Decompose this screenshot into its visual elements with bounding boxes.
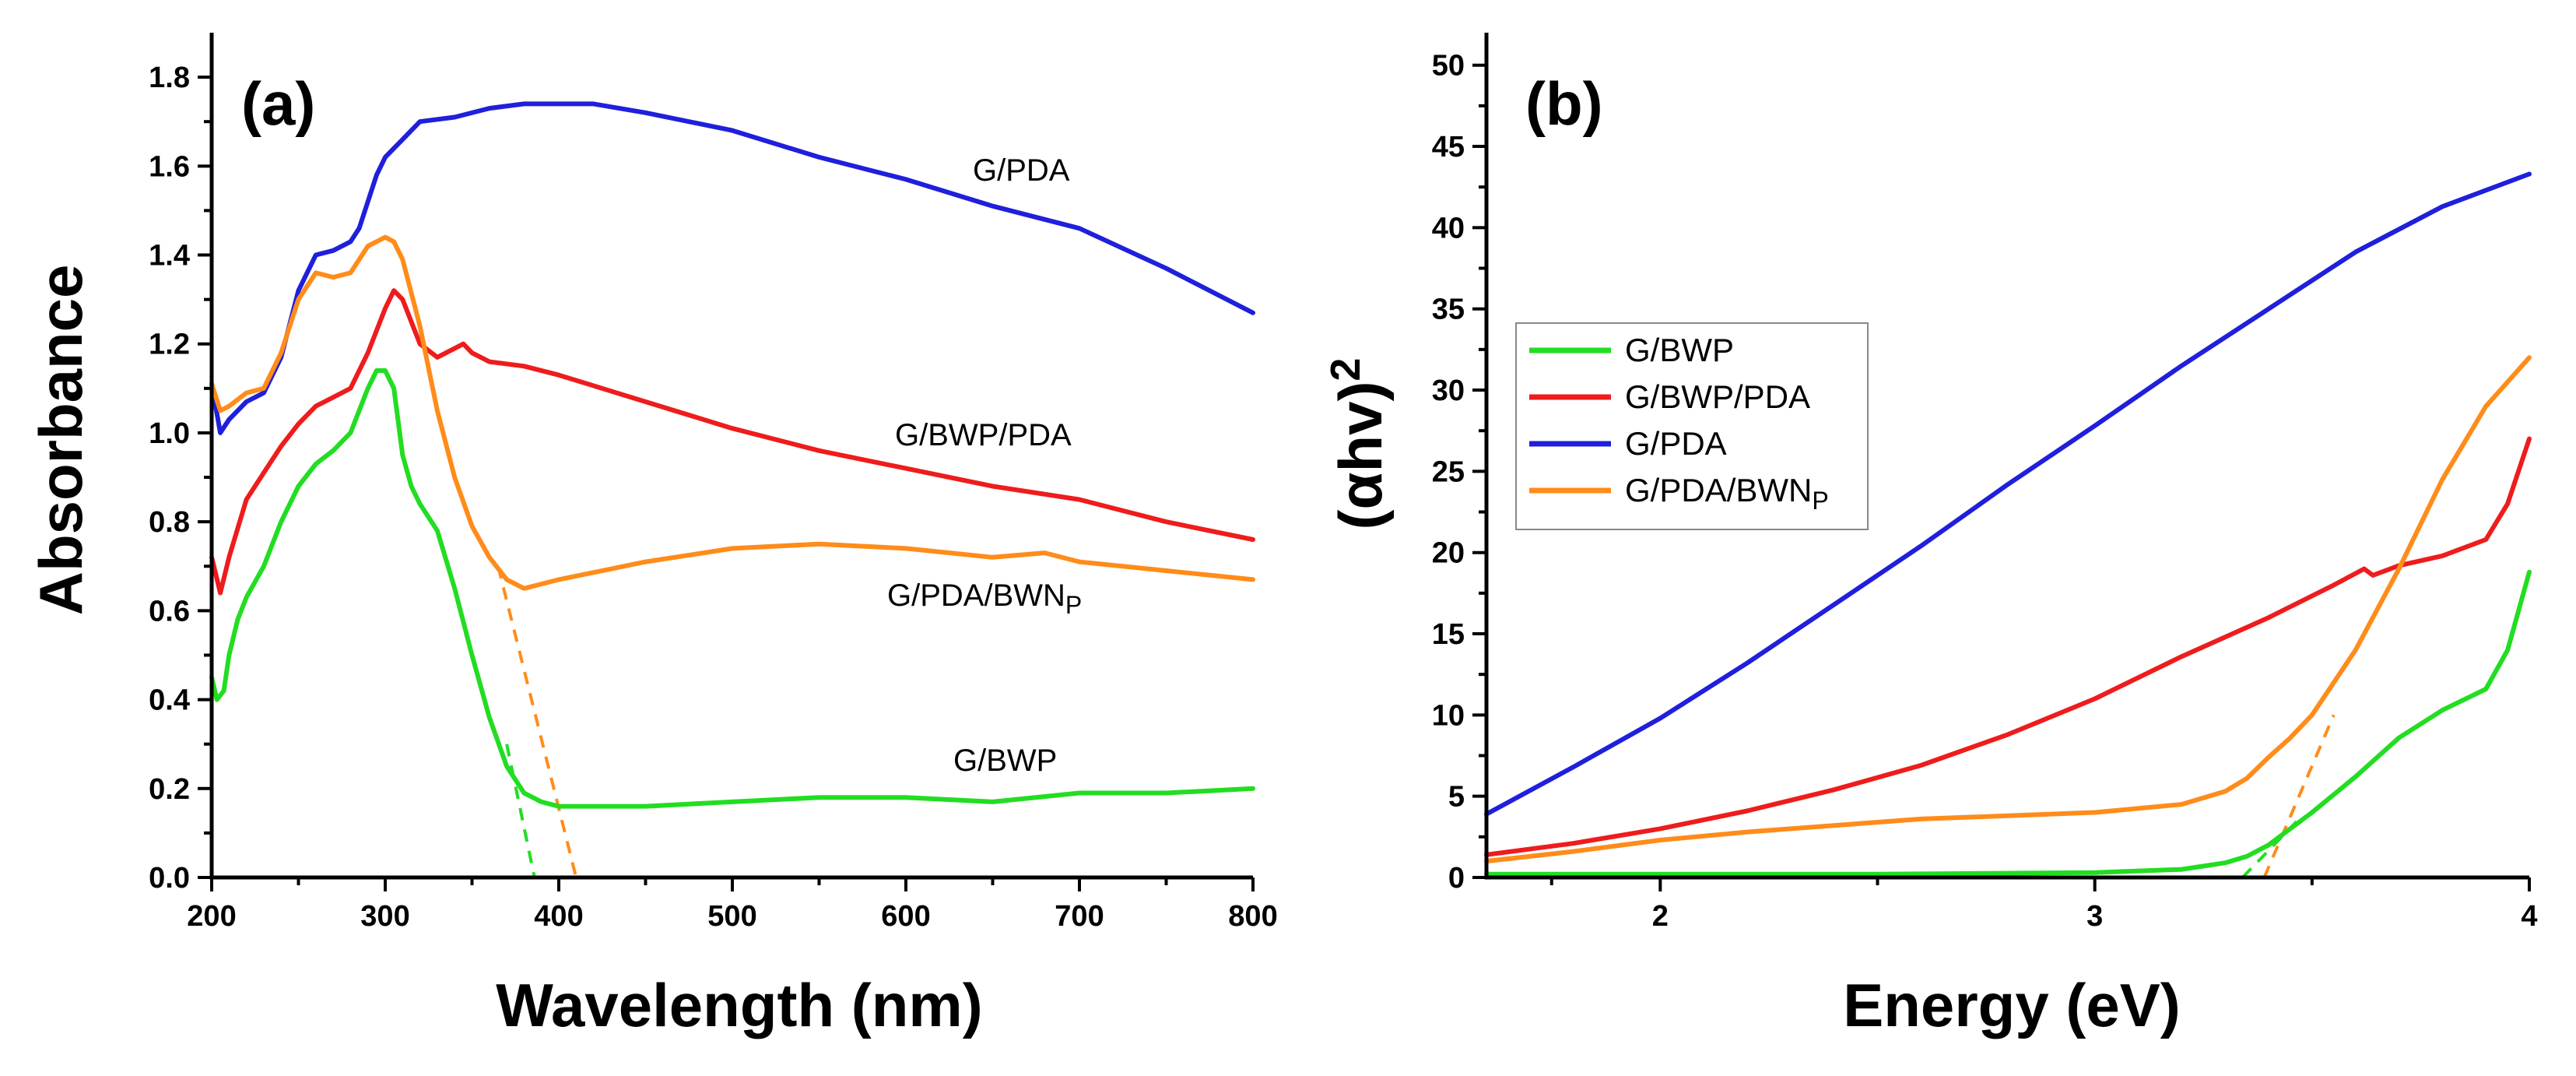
panel-b-y-tick-label: 35 <box>1432 294 1465 326</box>
legend-label-g-bwp-pda: G/BWP/PDA <box>1625 378 1810 415</box>
panel-a-y-tick-label: 1.6 <box>149 150 190 183</box>
panel-a-y-tick-label: 0.6 <box>149 595 190 628</box>
panel-a-x-tick-label: 200 <box>187 900 236 933</box>
panel-a-y-tick-label: 0.2 <box>149 773 190 806</box>
panel-a-label-g-bwp: G/BWP <box>953 744 1057 778</box>
panel-b-y-tick-label: 25 <box>1432 455 1465 488</box>
legend-label-g-pda-bwnp: G/PDA/BWNP <box>1625 472 1829 515</box>
panel-a-line-g-bwp-pda <box>209 288 1255 596</box>
panel-b-y-tick-label: 15 <box>1432 618 1465 651</box>
panel-a-series-group <box>209 101 1255 878</box>
panel-b-line-g-bwp <box>1484 569 2532 877</box>
panel-a-label-g-pda-bwnp-main: G/PDA/BWN <box>887 578 1065 613</box>
panel-a-label-g-pda-bwnp: G/PDA/BWNP <box>887 578 1082 619</box>
panel-b-series-group <box>1484 171 2532 879</box>
panel-b-line-g-pda-bwnp <box>1484 355 2532 864</box>
panel-b-line-g-pda <box>1484 171 2532 817</box>
panel-b-y-tick-label: 5 <box>1448 781 1465 814</box>
panel-b-y-axis-title-main: (αhv) <box>1326 382 1395 530</box>
panel-a-y-tick-label: 1.2 <box>149 329 190 361</box>
panel-a-y-axis-title: Absorbance <box>26 265 95 616</box>
panel-a-x-tick-label: 700 <box>1055 900 1104 933</box>
panel-a-line-g-bwp <box>209 368 1255 809</box>
panel-b-line-g-bwp-pda <box>1484 436 2532 857</box>
legend-label-g-pda-bwnp-sub: P <box>1812 487 1828 515</box>
panel-a-x-tick-label: 300 <box>360 900 409 933</box>
panel-a-series-labels: G/PDA G/BWP/PDA G/PDA/BWNP G/BWP <box>887 153 1082 778</box>
legend-label-g-bwp: G/BWP <box>1625 332 1734 368</box>
panel-a-y-tick-label: 0.0 <box>149 862 190 895</box>
panel-a-label: (a) <box>241 69 315 138</box>
panel-b-x-axis-title: Energy (eV) <box>1843 971 2180 1039</box>
legend-frame <box>1515 322 1869 530</box>
panel-b-y-tick-label: 50 <box>1432 50 1465 83</box>
panel-b-y-axis-title-sup: 2 <box>1322 358 1369 382</box>
panel-b-y-axis-title: (αhv)2 <box>1322 358 1395 530</box>
panel-a-x-tick-label: 800 <box>1228 900 1277 933</box>
panel-a-label-g-pda: G/PDA <box>973 153 1070 188</box>
panel-a-tangent-g-bwp <box>505 744 536 878</box>
panel-b-legend: G/BWP G/BWP/PDA G/PDA G/PDA/BWNP <box>1515 322 1869 530</box>
panel-a-y-tick-label: 1.4 <box>149 240 190 273</box>
panel-a-label-g-pda-bwnp-sub: P <box>1065 591 1082 619</box>
panel-b-y-tick-label: 0 <box>1448 862 1465 895</box>
panel-a-axes: 200 300 400 500 600 700 800 0.0 0.2 0.4 0.6 0.8 1.0 1… <box>149 33 1278 933</box>
panel-b-y-tick-label: 10 <box>1432 699 1465 732</box>
panel-b-tangent-g-pda-bwnp <box>2262 714 2336 878</box>
panel-a: 200 300 400 500 600 700 800 0.0 0.2 0.4 0.6 0.8 1.0 1… <box>26 33 1278 1039</box>
panel-a-tangent-g-pda-bwnp <box>497 565 578 878</box>
panel-a-x-tick-label: 600 <box>881 900 930 933</box>
panel-b-y-tick-label: 45 <box>1432 131 1465 164</box>
legend-label-g-pda-bwnp-main: G/PDA/BWN <box>1625 472 1812 508</box>
panel-a-label-g-bwp-pda: G/BWP/PDA <box>895 418 1072 452</box>
panel-b-y-tick-label: 40 <box>1432 212 1465 244</box>
panel-b-y-tick-label: 20 <box>1432 537 1465 570</box>
panel-b-x-tick-label: 4 <box>2521 900 2537 933</box>
panel-a-line-g-pda-bwnp <box>209 234 1255 591</box>
panel-a-y-tick-label: 0.4 <box>149 684 190 717</box>
panel-a-axis-frame <box>209 33 1253 880</box>
panel-b-y-tick-label: 30 <box>1432 374 1465 407</box>
panel-b-label: (b) <box>1525 69 1603 138</box>
panel-b-x-tick-label: 2 <box>1652 900 1669 933</box>
panel-a-y-tick-label: 0.8 <box>149 506 190 539</box>
legend-label-g-pda: G/PDA <box>1625 425 1727 462</box>
panel-a-y-tick-label: 1.8 <box>149 62 190 94</box>
panel-a-y-tick-label: 1.0 <box>149 417 190 450</box>
panel-a-x-axis-title: Wavelength (nm) <box>496 971 982 1039</box>
panel-b-x-tick-label: 3 <box>2086 900 2103 933</box>
panel-a-x-tick-label: 400 <box>534 900 583 933</box>
panel-a-x-tick-label: 500 <box>707 900 756 933</box>
